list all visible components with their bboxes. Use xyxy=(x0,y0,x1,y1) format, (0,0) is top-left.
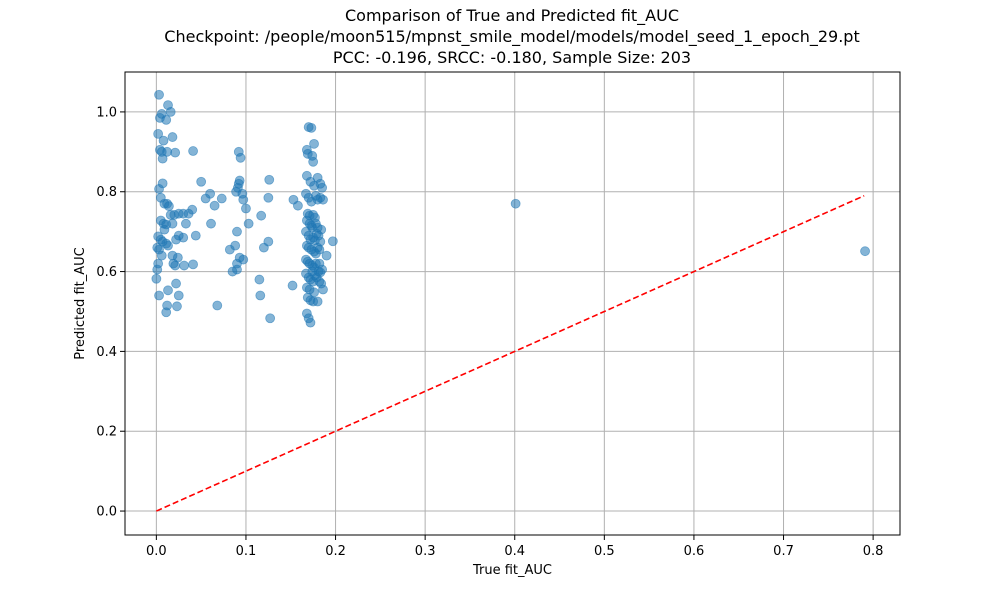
y-axis-ticks: 0.0 0.2 0.4 0.6 0.8 1.0 xyxy=(96,105,125,520)
x-tick-label: 0.5 xyxy=(594,544,615,559)
x-tick-label: 0.6 xyxy=(684,544,705,559)
x-axis-ticks: 0.0 0.1 0.2 0.3 0.4 0.5 0.6 0.7 0.8 xyxy=(146,535,883,559)
data-point xyxy=(238,254,249,265)
x-tick-label: 0.2 xyxy=(325,544,346,559)
data-point xyxy=(256,210,267,221)
data-point xyxy=(196,176,207,187)
y-tick-label: 1.0 xyxy=(96,105,117,120)
data-point xyxy=(314,244,325,255)
data-point xyxy=(157,178,168,189)
title-line-3: PCC: -0.196, SRCC: -0.180, Sample Size: … xyxy=(333,48,691,67)
data-point xyxy=(159,224,170,235)
data-point xyxy=(154,89,164,100)
y-tick-label: 0.0 xyxy=(96,505,117,520)
data-point xyxy=(171,234,181,245)
data-point xyxy=(510,198,521,209)
data-point xyxy=(188,259,198,270)
y-tick-label: 0.8 xyxy=(96,185,117,200)
grid-lines xyxy=(125,72,900,535)
data-point xyxy=(293,200,303,211)
data-point xyxy=(173,290,184,301)
plot-area-frame xyxy=(124,71,901,536)
data-point xyxy=(308,156,319,167)
data-point xyxy=(171,278,181,289)
data-point xyxy=(206,218,216,229)
data-point xyxy=(172,301,182,312)
data-point xyxy=(327,236,338,247)
data-point xyxy=(190,230,201,241)
data-point xyxy=(153,128,164,139)
data-point xyxy=(212,300,223,311)
data-point xyxy=(170,260,181,271)
data-point xyxy=(165,107,176,117)
data-point xyxy=(307,266,318,277)
data-point xyxy=(232,226,242,237)
data-point xyxy=(264,174,275,185)
x-axis-label: True fit_AUC xyxy=(472,563,552,578)
x-tick-label: 0.1 xyxy=(236,544,257,559)
data-point xyxy=(234,175,245,186)
x-tick-label: 0.8 xyxy=(863,544,884,559)
data-point xyxy=(306,122,317,133)
data-point xyxy=(161,307,172,318)
data-point xyxy=(187,204,198,215)
data-point xyxy=(305,317,316,328)
data-point xyxy=(314,258,325,269)
data-point xyxy=(263,236,274,247)
data-point xyxy=(312,296,323,307)
data-point xyxy=(238,194,249,205)
y-axis-label: Predicted fit_AUC xyxy=(73,247,88,359)
data-point xyxy=(860,246,870,257)
data-point xyxy=(179,260,190,271)
data-point xyxy=(200,193,211,204)
data-point xyxy=(163,240,173,251)
data-point xyxy=(241,203,251,214)
y-tick-label: 0.6 xyxy=(96,265,117,280)
x-tick-label: 0.7 xyxy=(773,544,794,559)
x-tick-label: 0.0 xyxy=(146,544,167,559)
data-point xyxy=(163,201,174,212)
y-tick-label: 0.2 xyxy=(96,425,117,440)
data-point xyxy=(167,132,178,142)
data-point xyxy=(317,182,328,193)
y-tick-label: 0.4 xyxy=(96,345,117,360)
data-point xyxy=(181,218,191,229)
data-point xyxy=(153,231,164,242)
x-tick-label: 0.3 xyxy=(415,544,436,559)
data-point xyxy=(263,192,274,203)
x-tick-label: 0.4 xyxy=(504,544,525,559)
data-point xyxy=(318,284,328,295)
data-point xyxy=(243,218,254,229)
data-point xyxy=(209,200,220,211)
data-point xyxy=(163,285,173,296)
data-point xyxy=(161,115,172,125)
title-line-2: Checkpoint: /people/moon515/mpnst_smile_… xyxy=(164,27,859,47)
chart-title: Comparison of True and Predicted fit_AUC… xyxy=(164,6,859,67)
data-point xyxy=(154,290,164,301)
data-point xyxy=(158,135,169,146)
data-point xyxy=(287,280,298,291)
data-point xyxy=(254,274,265,285)
data-point xyxy=(255,290,266,301)
data-point xyxy=(152,264,163,275)
data-point xyxy=(167,218,178,229)
reference-line-group xyxy=(156,195,865,512)
title-line-1: Comparison of True and Predicted fit_AUC xyxy=(345,6,679,26)
data-points xyxy=(151,89,870,328)
data-point xyxy=(309,138,319,149)
data-point xyxy=(151,273,162,284)
data-point xyxy=(157,153,168,164)
data-point xyxy=(188,146,198,156)
data-point xyxy=(265,313,276,324)
data-point xyxy=(318,194,328,205)
reference-line xyxy=(156,195,865,512)
data-point xyxy=(216,193,227,204)
data-point xyxy=(230,240,241,251)
data-point xyxy=(170,147,181,158)
data-point xyxy=(235,152,246,163)
data-point xyxy=(156,250,167,261)
data-point xyxy=(321,250,332,261)
